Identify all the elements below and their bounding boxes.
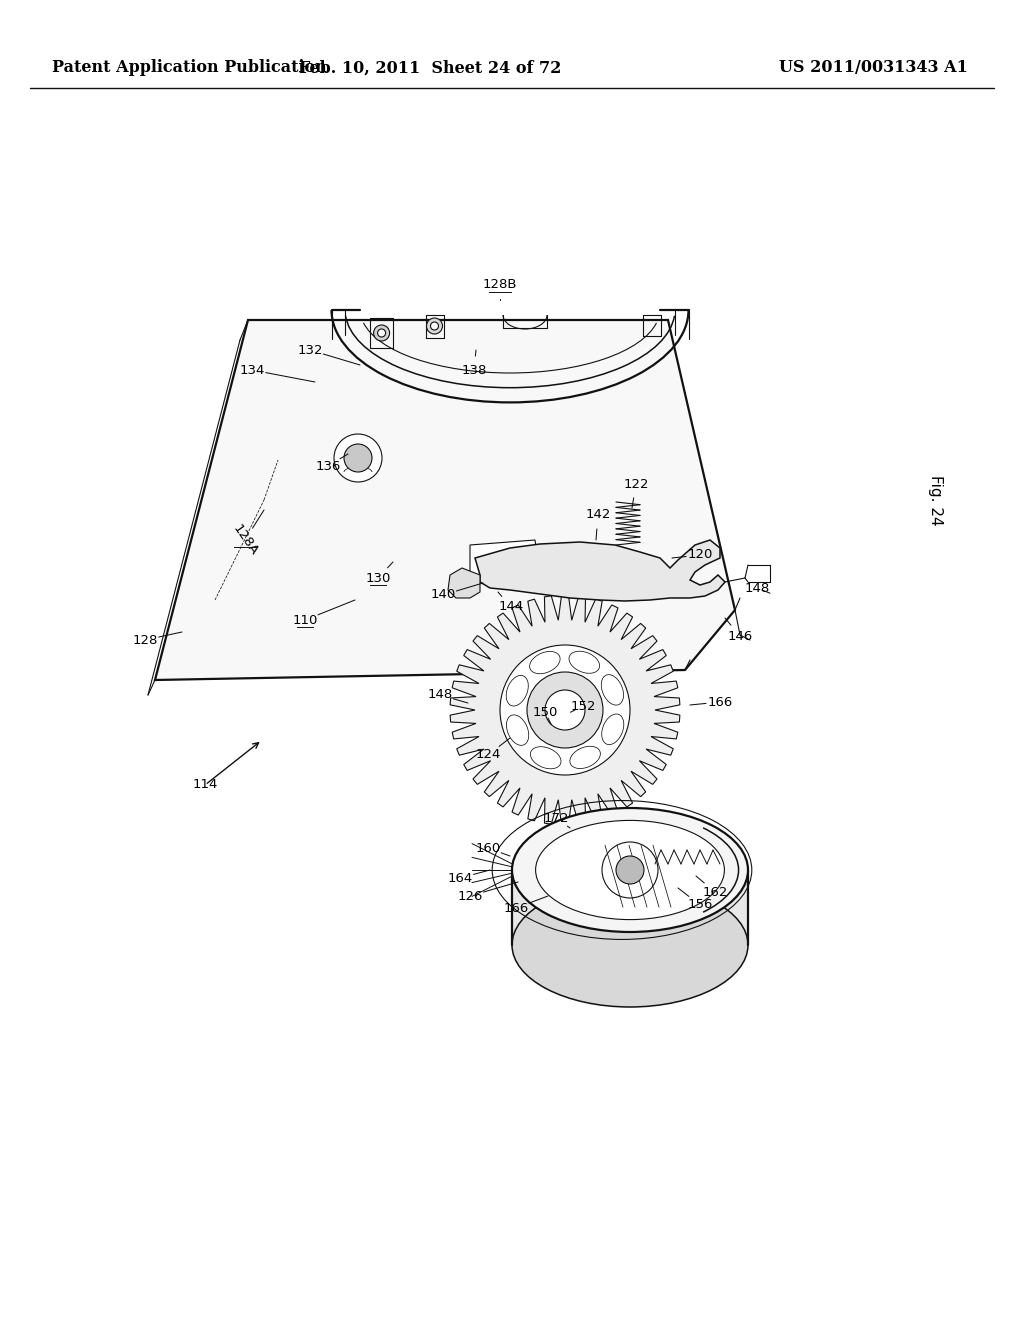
Text: US 2011/0031343 A1: US 2011/0031343 A1 [779,59,968,77]
Text: 150: 150 [532,705,558,718]
Text: 164: 164 [447,871,473,884]
Text: 110: 110 [292,614,317,627]
Text: Feb. 10, 2011  Sheet 24 of 72: Feb. 10, 2011 Sheet 24 of 72 [299,59,561,77]
Ellipse shape [512,883,748,1007]
Circle shape [616,855,644,884]
Text: 142: 142 [586,508,610,521]
Text: 138: 138 [462,363,486,376]
Polygon shape [512,870,748,945]
Ellipse shape [570,746,600,768]
Ellipse shape [569,651,600,673]
Text: 128A: 128A [229,523,260,558]
Text: 122: 122 [624,478,649,491]
Polygon shape [470,540,540,576]
Text: 148: 148 [744,582,770,594]
Circle shape [344,444,372,473]
Polygon shape [449,568,480,598]
Circle shape [430,322,438,330]
Text: Patent Application Publication: Patent Application Publication [52,59,327,77]
Ellipse shape [601,675,624,705]
Ellipse shape [507,715,528,746]
Circle shape [334,434,382,482]
Text: 114: 114 [193,779,218,792]
Text: 148: 148 [427,689,453,701]
Text: 128B: 128B [482,279,517,292]
Text: 140: 140 [430,589,456,602]
Ellipse shape [512,808,748,932]
Circle shape [374,325,389,341]
Circle shape [500,645,630,775]
Polygon shape [451,595,680,825]
Polygon shape [155,319,735,680]
Text: 152: 152 [570,700,596,713]
Text: 162: 162 [702,886,728,899]
Text: 160: 160 [475,842,501,854]
Text: Fig. 24: Fig. 24 [928,475,942,525]
Text: 124: 124 [475,748,501,762]
Ellipse shape [602,714,624,744]
Text: 172: 172 [544,812,568,825]
Text: 156: 156 [687,899,713,912]
Text: 166: 166 [708,696,732,709]
Text: 130: 130 [366,572,391,585]
Ellipse shape [506,676,528,706]
Text: 126: 126 [458,890,482,903]
Circle shape [378,329,386,337]
Text: 128: 128 [132,634,158,647]
Polygon shape [475,540,725,601]
Text: 120: 120 [687,549,713,561]
Text: 136: 136 [315,459,341,473]
Text: 146: 146 [727,630,753,643]
Circle shape [427,318,442,334]
Circle shape [602,842,658,898]
Ellipse shape [536,821,724,920]
Text: 132: 132 [297,343,323,356]
Circle shape [527,672,603,748]
Ellipse shape [530,747,561,768]
Text: 144: 144 [499,601,523,614]
Text: 134: 134 [240,363,264,376]
Circle shape [545,690,585,730]
Text: 166: 166 [504,902,528,915]
Ellipse shape [529,652,560,673]
